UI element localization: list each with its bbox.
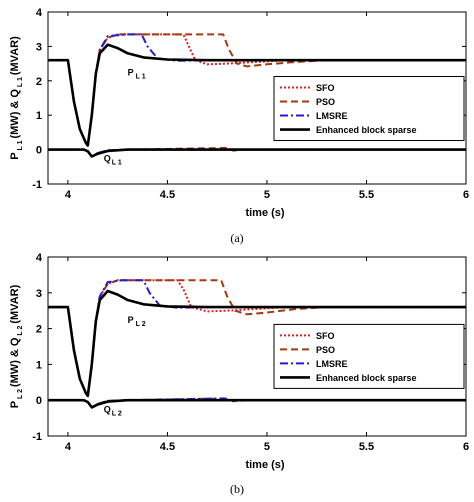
series-enhanced-block-sparse-p-line <box>48 43 466 147</box>
y-tick-label: 3 <box>36 288 42 300</box>
y-tick-label: 1 <box>36 110 42 122</box>
y-tick-label: -1 <box>32 179 42 191</box>
legend-label-lmsre: LMSRE <box>316 359 348 369</box>
annotation-p-subscript: L 1 <box>136 74 146 81</box>
annotation-q-subscript: L 1 <box>112 160 122 167</box>
series-lines <box>48 279 466 409</box>
legend-label-enhanced-block-sparse: Enhanced block sparse <box>316 125 417 135</box>
x-axis-label: time (s) <box>245 207 284 219</box>
x-tick-label: 4 <box>65 189 72 201</box>
figure-caption: (a) <box>230 231 243 245</box>
legend: SFO PSO LMSRE Enhanced block sparse <box>273 76 465 142</box>
y-tick-label: 2 <box>36 76 42 88</box>
annotation-p: P <box>128 315 134 325</box>
series-sfo-p-line <box>48 33 466 147</box>
legend-label-pso: PSO <box>316 345 335 355</box>
annotation-q-subscript: L 2 <box>112 411 122 418</box>
annotation-p: P <box>128 68 134 78</box>
y-tick-label: 0 <box>36 395 42 407</box>
y-tick-label: 1 <box>36 359 42 371</box>
y-axis-label-part: (MW) & Q <box>9 89 21 139</box>
series-enhanced-block-sparse-q-line <box>48 148 466 158</box>
x-tick-label: 5.5 <box>359 189 374 201</box>
y-tick-label: -1 <box>32 431 42 443</box>
x-tick-label: 6 <box>463 441 469 453</box>
x-tick-label: 5.5 <box>359 441 374 453</box>
x-tick-label: 6 <box>463 189 469 201</box>
annotation-p-subscript: L 2 <box>136 321 146 328</box>
y-axis-label-part: P <box>9 401 21 408</box>
x-tick-label: 4 <box>65 441 72 453</box>
y-axis-label-part: (MVAR) <box>9 36 21 75</box>
y-axis-label: P L 1 (MW) & Q L 1 (MVAR) <box>9 36 24 160</box>
legend-label-lmsre: LMSRE <box>316 111 348 121</box>
chart-a: 4 4.5 5 5.5 6 -1 0 1 2 3 4 time (s) P L 1 (MW) & Q L… <box>9 7 469 245</box>
y-tick-label: 3 <box>36 41 42 53</box>
legend-label-pso: PSO <box>316 97 335 107</box>
x-tick-label: 5 <box>264 189 270 201</box>
legend-label-sfo: SFO <box>316 331 335 341</box>
y-axis-label-subscript: L 2 <box>17 324 24 338</box>
x-tick-label: 5 <box>264 441 270 453</box>
y-axis-label-part: (MW) & Q <box>9 337 21 387</box>
y-axis-label-part: P <box>9 152 21 159</box>
y-axis-label-part: (MVAR) <box>9 284 21 323</box>
legend-label-sfo: SFO <box>316 83 335 93</box>
y-axis-label: P L 2 (MW) & Q L 2 (MVAR) <box>9 284 24 408</box>
series-enhanced-block-sparse-p-line <box>48 289 466 398</box>
series-enhanced-block-sparse-q-line <box>48 398 466 409</box>
annotation-q: Q <box>104 405 111 415</box>
y-axis-label-subscript: L 1 <box>17 139 24 153</box>
figure-caption: (b) <box>230 482 244 496</box>
x-axis-label: time (s) <box>245 459 284 471</box>
y-tick-label: 2 <box>36 324 42 336</box>
chart-b: 4 4.5 5 5.5 6 -1 0 1 2 3 4 time (s) P L 2 (MW) & Q L… <box>9 252 469 496</box>
y-axis-label-subscript: L 2 <box>17 387 24 401</box>
x-tick-label: 4.5 <box>160 441 175 453</box>
y-axis-label-subscript: L 1 <box>17 75 24 89</box>
y-tick-label: 0 <box>36 145 42 157</box>
series-lines <box>48 33 466 158</box>
legend-label-enhanced-block-sparse: Enhanced block sparse <box>316 373 417 383</box>
annotation-q: Q <box>104 154 111 164</box>
y-tick-label: 4 <box>36 7 43 19</box>
y-tick-label: 4 <box>36 252 43 264</box>
legend: SFO PSO LMSRE Enhanced block sparse <box>273 323 465 389</box>
x-tick-label: 4.5 <box>160 189 175 201</box>
